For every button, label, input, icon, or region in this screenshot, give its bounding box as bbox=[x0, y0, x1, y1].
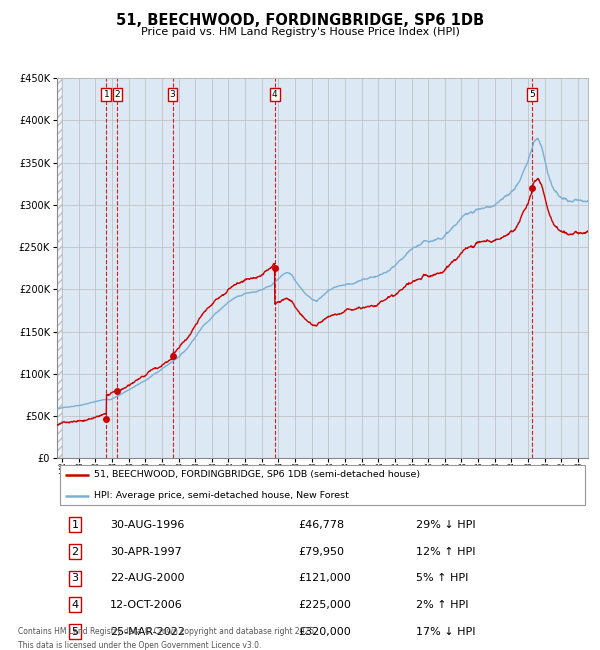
Text: £121,000: £121,000 bbox=[298, 573, 351, 583]
Text: 12% ↑ HPI: 12% ↑ HPI bbox=[416, 547, 476, 556]
Text: 22-AUG-2000: 22-AUG-2000 bbox=[110, 573, 185, 583]
Text: Price paid vs. HM Land Registry's House Price Index (HPI): Price paid vs. HM Land Registry's House … bbox=[140, 27, 460, 37]
Text: 51, BEECHWOOD, FORDINGBRIDGE, SP6 1DB: 51, BEECHWOOD, FORDINGBRIDGE, SP6 1DB bbox=[116, 13, 484, 28]
Text: 3: 3 bbox=[170, 90, 175, 99]
Text: 12-OCT-2006: 12-OCT-2006 bbox=[110, 600, 183, 610]
Text: 25-MAR-2022: 25-MAR-2022 bbox=[110, 627, 185, 636]
Text: 2% ↑ HPI: 2% ↑ HPI bbox=[416, 600, 469, 610]
Text: 30-APR-1997: 30-APR-1997 bbox=[110, 547, 182, 556]
Text: 2: 2 bbox=[71, 547, 79, 556]
Text: £79,950: £79,950 bbox=[298, 547, 344, 556]
Text: 51, BEECHWOOD, FORDINGBRIDGE, SP6 1DB (semi-detached house): 51, BEECHWOOD, FORDINGBRIDGE, SP6 1DB (s… bbox=[94, 470, 420, 479]
Text: 5: 5 bbox=[71, 627, 79, 636]
Text: 1: 1 bbox=[71, 520, 79, 530]
Text: 1: 1 bbox=[103, 90, 109, 99]
Text: 4: 4 bbox=[71, 600, 79, 610]
Text: Contains HM Land Registry data © Crown copyright and database right 2025.: Contains HM Land Registry data © Crown c… bbox=[18, 627, 317, 636]
Text: 17% ↓ HPI: 17% ↓ HPI bbox=[416, 627, 476, 636]
Text: HPI: Average price, semi-detached house, New Forest: HPI: Average price, semi-detached house,… bbox=[94, 491, 349, 500]
Text: 3: 3 bbox=[71, 573, 79, 583]
Text: This data is licensed under the Open Government Licence v3.0.: This data is licensed under the Open Gov… bbox=[18, 641, 262, 650]
Text: 5: 5 bbox=[529, 90, 535, 99]
FancyBboxPatch shape bbox=[59, 465, 586, 505]
Text: 2: 2 bbox=[115, 90, 120, 99]
Text: £225,000: £225,000 bbox=[298, 600, 351, 610]
Text: 4: 4 bbox=[272, 90, 278, 99]
Text: £320,000: £320,000 bbox=[298, 627, 351, 636]
Text: 5% ↑ HPI: 5% ↑ HPI bbox=[416, 573, 469, 583]
Text: £46,778: £46,778 bbox=[298, 520, 344, 530]
Text: 29% ↓ HPI: 29% ↓ HPI bbox=[416, 520, 476, 530]
Text: 30-AUG-1996: 30-AUG-1996 bbox=[110, 520, 184, 530]
